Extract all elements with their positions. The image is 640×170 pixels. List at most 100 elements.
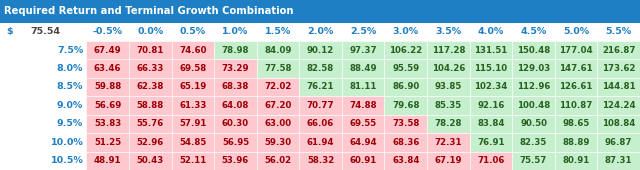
Text: 75.57: 75.57 [520,156,547,165]
Text: 58.88: 58.88 [137,101,164,110]
Text: 92.16: 92.16 [477,101,505,110]
FancyBboxPatch shape [86,133,129,151]
Text: 96.87: 96.87 [605,138,632,147]
Text: 2.0%: 2.0% [307,27,333,36]
FancyBboxPatch shape [342,41,385,59]
FancyBboxPatch shape [214,41,257,59]
FancyBboxPatch shape [597,133,640,151]
Text: 93.85: 93.85 [435,82,462,91]
Text: 61.94: 61.94 [307,138,334,147]
Text: 108.84: 108.84 [602,119,636,128]
Text: 10.5%: 10.5% [51,156,83,165]
FancyBboxPatch shape [470,151,512,170]
FancyBboxPatch shape [129,78,172,96]
Text: 68.38: 68.38 [221,82,249,91]
FancyBboxPatch shape [172,78,214,96]
Text: 177.04: 177.04 [559,46,593,55]
Text: 74.60: 74.60 [179,46,207,55]
FancyBboxPatch shape [172,115,214,133]
Text: 0.0%: 0.0% [137,27,163,36]
Text: 52.96: 52.96 [137,138,164,147]
FancyBboxPatch shape [385,151,427,170]
Text: 67.49: 67.49 [94,46,122,55]
Text: 59.30: 59.30 [264,138,292,147]
Text: 56.95: 56.95 [222,138,249,147]
Text: 106.22: 106.22 [389,46,422,55]
Text: 69.55: 69.55 [349,119,377,128]
Text: 216.87: 216.87 [602,46,636,55]
Text: 65.19: 65.19 [179,82,207,91]
FancyBboxPatch shape [172,96,214,115]
Text: 52.11: 52.11 [179,156,207,165]
Text: 64.08: 64.08 [221,101,249,110]
Text: 72.31: 72.31 [435,138,462,147]
FancyBboxPatch shape [597,96,640,115]
FancyBboxPatch shape [129,133,172,151]
Text: 77.58: 77.58 [264,64,292,73]
Text: 60.30: 60.30 [222,119,249,128]
FancyBboxPatch shape [427,78,470,96]
FancyBboxPatch shape [257,78,300,96]
FancyBboxPatch shape [214,96,257,115]
Text: 88.89: 88.89 [563,138,590,147]
FancyBboxPatch shape [427,96,470,115]
Text: 73.58: 73.58 [392,119,419,128]
Text: 69.58: 69.58 [179,64,207,73]
Text: 59.88: 59.88 [94,82,122,91]
FancyBboxPatch shape [86,151,129,170]
Text: 100.48: 100.48 [517,101,550,110]
Text: 57.91: 57.91 [179,119,207,128]
FancyBboxPatch shape [512,59,555,78]
Text: 56.69: 56.69 [94,101,122,110]
Text: 80.91: 80.91 [563,156,589,165]
FancyBboxPatch shape [342,151,385,170]
Text: 5.0%: 5.0% [563,27,589,36]
Text: 56.02: 56.02 [264,156,292,165]
FancyBboxPatch shape [0,23,640,41]
Text: 126.61: 126.61 [559,82,593,91]
Text: 66.06: 66.06 [307,119,334,128]
FancyBboxPatch shape [172,151,214,170]
Text: 70.81: 70.81 [136,46,164,55]
Text: 8.5%: 8.5% [57,82,83,91]
FancyBboxPatch shape [214,151,257,170]
FancyBboxPatch shape [86,115,129,133]
Text: 4.5%: 4.5% [520,27,547,36]
Text: 79.68: 79.68 [392,101,420,110]
Text: 70.77: 70.77 [307,101,335,110]
Text: 63.46: 63.46 [94,64,122,73]
FancyBboxPatch shape [555,115,597,133]
FancyBboxPatch shape [555,96,597,115]
FancyBboxPatch shape [512,78,555,96]
FancyBboxPatch shape [427,115,470,133]
FancyBboxPatch shape [214,115,257,133]
FancyBboxPatch shape [129,96,172,115]
FancyBboxPatch shape [129,41,172,59]
FancyBboxPatch shape [257,151,300,170]
Text: 63.84: 63.84 [392,156,420,165]
FancyBboxPatch shape [342,59,385,78]
Text: 147.61: 147.61 [559,64,593,73]
Text: 82.35: 82.35 [520,138,547,147]
FancyBboxPatch shape [385,78,427,96]
FancyBboxPatch shape [86,41,129,59]
Text: 3.0%: 3.0% [393,27,419,36]
Text: 78.28: 78.28 [435,119,462,128]
FancyBboxPatch shape [300,151,342,170]
Text: 90.50: 90.50 [520,119,547,128]
Text: 71.06: 71.06 [477,156,505,165]
Text: 85.35: 85.35 [435,101,462,110]
FancyBboxPatch shape [214,133,257,151]
FancyBboxPatch shape [0,0,640,23]
FancyBboxPatch shape [597,151,640,170]
Text: 78.98: 78.98 [221,46,249,55]
FancyBboxPatch shape [257,133,300,151]
FancyBboxPatch shape [512,115,555,133]
Text: 58.32: 58.32 [307,156,334,165]
FancyBboxPatch shape [555,59,597,78]
Text: 88.49: 88.49 [349,64,377,73]
Text: 117.28: 117.28 [431,46,465,55]
Text: 102.34: 102.34 [474,82,508,91]
FancyBboxPatch shape [385,133,427,151]
Text: 51.25: 51.25 [94,138,121,147]
